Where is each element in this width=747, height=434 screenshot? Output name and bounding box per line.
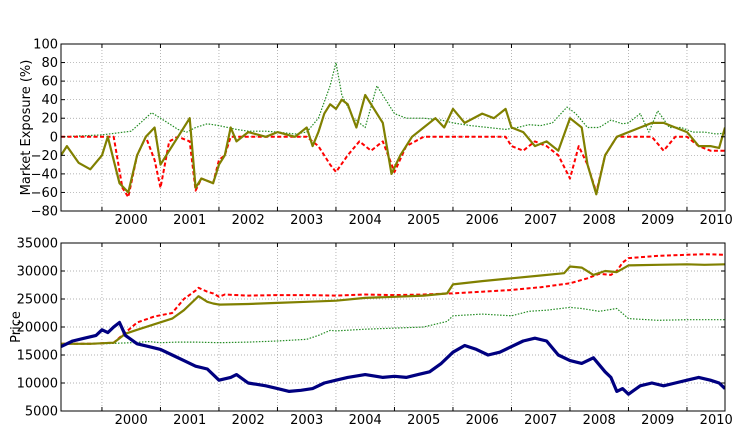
y-tick-label: 40 bbox=[41, 93, 58, 108]
x-tick-label: 2004 bbox=[349, 213, 382, 228]
x-tick-label: 2001 bbox=[173, 413, 206, 428]
x-tick-label: 2002 bbox=[232, 213, 265, 228]
y-tick-label: 100 bbox=[33, 38, 58, 53]
y-tick-label: 20 bbox=[41, 112, 58, 127]
x-tick-label: 2001 bbox=[173, 213, 206, 228]
x-tick-label: 2010 bbox=[700, 213, 733, 228]
x-tick-label: 2010 bbox=[700, 413, 733, 428]
x-tick-label: 2003 bbox=[290, 413, 323, 428]
series-line-2 bbox=[61, 93, 725, 196]
series-line-3 bbox=[61, 320, 725, 396]
price-panel: 5000 10000 15000 20000 25000 30000 35000 2000 20… bbox=[9, 237, 733, 429]
y-tick-label: 15000 bbox=[17, 349, 58, 364]
exposure-panel: −80 −60 −40 −20 0 20 40 60 80 100 2000 2001 2002 2003… bbox=[19, 38, 733, 229]
y-tick-label: 5000 bbox=[25, 405, 58, 420]
plot-frame bbox=[60, 43, 726, 212]
y-tick-label: 25000 bbox=[17, 293, 58, 308]
y-tick-label: −80 bbox=[31, 205, 58, 220]
x-tick-label: 2009 bbox=[641, 213, 674, 228]
y-tick-label: 30000 bbox=[17, 265, 58, 280]
x-tick-label: 2007 bbox=[524, 213, 557, 228]
series-line-0 bbox=[61, 306, 725, 345]
x-tick-label: 2002 bbox=[232, 413, 265, 428]
series-line-2 bbox=[61, 263, 725, 345]
x-tick-label: 2004 bbox=[349, 413, 382, 428]
x-tick-label: 2003 bbox=[290, 213, 323, 228]
y-tick-label: −40 bbox=[31, 167, 58, 182]
x-tick-label: 2009 bbox=[641, 413, 674, 428]
x-tick-label: 2007 bbox=[524, 413, 557, 428]
x-tick-label: 2005 bbox=[407, 413, 440, 428]
series-line-1 bbox=[61, 253, 725, 345]
y-tick-label: 80 bbox=[41, 56, 58, 71]
y-tick-label: 10000 bbox=[17, 377, 58, 392]
x-tick-label: 2008 bbox=[583, 213, 616, 228]
y-axis-label: Market Exposure (%) bbox=[19, 60, 34, 196]
x-tick-label: 2006 bbox=[466, 413, 499, 428]
y-tick-label: 60 bbox=[41, 75, 58, 90]
x-tick-label: 2006 bbox=[466, 213, 499, 228]
y-tick-label: 35000 bbox=[17, 237, 58, 252]
y-tick-label: 0 bbox=[50, 130, 58, 145]
y-tick-label: −60 bbox=[31, 186, 58, 201]
x-tick-label: 2000 bbox=[115, 413, 148, 428]
y-tick-label: 20000 bbox=[17, 321, 58, 336]
x-tick-label: 2008 bbox=[583, 413, 616, 428]
y-axis-label: Price bbox=[9, 311, 24, 343]
x-tick-label: 2005 bbox=[407, 213, 440, 228]
x-tick-label: 2000 bbox=[115, 213, 148, 228]
y-tick-label: −20 bbox=[31, 149, 58, 164]
